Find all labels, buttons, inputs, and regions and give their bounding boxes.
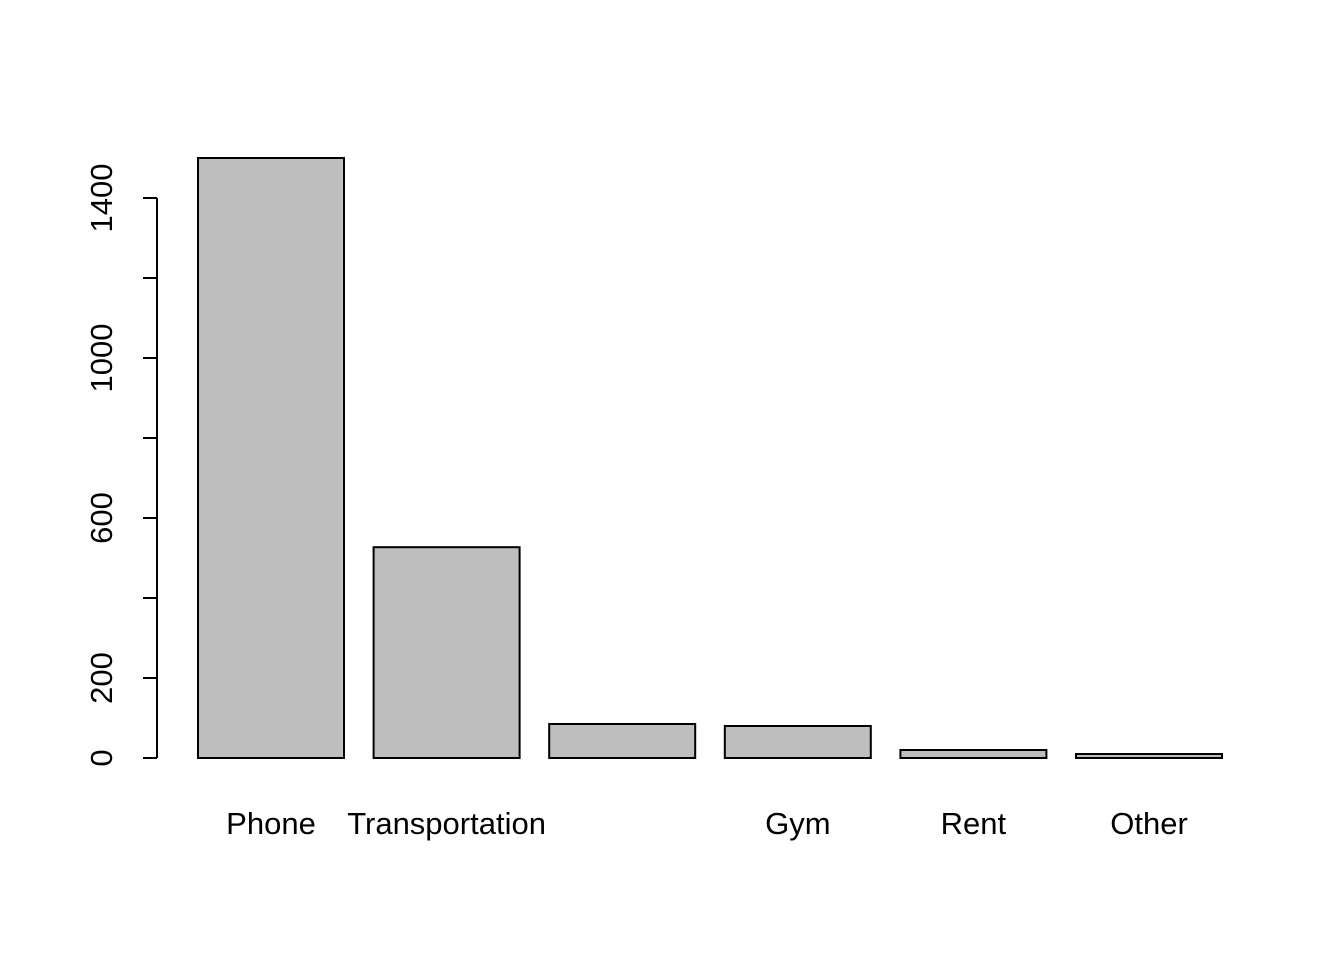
x-tick-label-gym: Gym (765, 806, 830, 841)
x-tick-label-transportation: Transportation (347, 806, 546, 841)
y-tick-label-1000: 1000 (84, 324, 119, 393)
y-axis: 0 200 600 1000 1400 (84, 164, 158, 767)
x-axis-labels: Phone Transportation Gym Rent Other (226, 806, 1188, 841)
bar-transportation (372, 546, 521, 760)
y-tick-label-600: 600 (84, 492, 119, 544)
bars-group (197, 157, 1223, 760)
bar-phone (197, 157, 345, 759)
y-tick-label-200: 200 (84, 652, 119, 704)
bar-rent (899, 749, 1048, 759)
y-tick-label-1400: 1400 (84, 164, 119, 233)
bar-unlabeled (548, 723, 697, 759)
x-tick-label-other: Other (1110, 806, 1188, 841)
bar-other (1075, 753, 1223, 759)
bar-gym (723, 725, 872, 759)
y-tick-label-0: 0 (84, 749, 119, 766)
x-tick-label-rent: Rent (941, 806, 1007, 841)
x-tick-label-phone: Phone (226, 806, 316, 841)
